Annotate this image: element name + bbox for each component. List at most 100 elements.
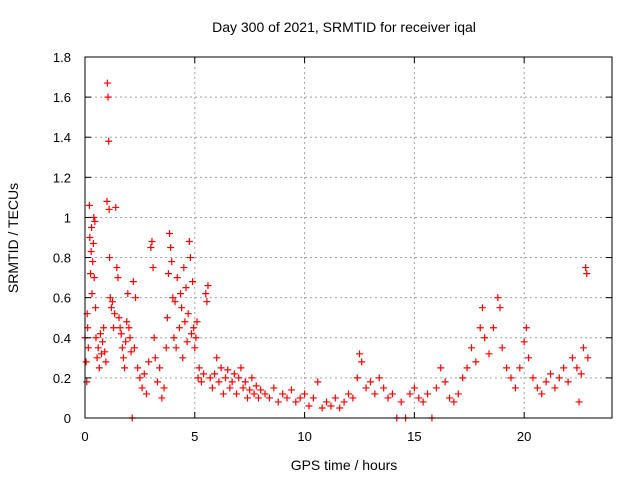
data-point [192,334,200,342]
data-point [106,254,114,262]
data-point [254,394,262,402]
y-tick-label: 1.2 [53,170,71,185]
data-point [166,229,174,237]
x-tick-label: 5 [191,429,198,444]
data-point [162,344,170,352]
data-point [150,334,158,342]
data-point [111,310,119,318]
data-point [102,358,110,366]
data-point [362,384,370,392]
data-point [233,390,241,398]
data-point [114,274,122,282]
data-point [172,344,180,352]
data-point [274,398,282,406]
data-point [87,248,95,256]
data-point [467,344,475,352]
data-point [96,330,104,338]
data-point [88,290,96,298]
data-point [178,304,186,312]
data-point [222,374,230,382]
y-tick-label: 0 [64,411,71,426]
data-point [171,298,179,306]
data-point [132,294,140,302]
data-point [119,354,127,362]
data-point [153,378,161,386]
data-point [520,338,528,346]
data-point [130,344,138,352]
data-point [160,384,168,392]
data-point [182,284,190,292]
data-point [213,354,221,362]
data-point [503,364,511,372]
data-point [516,364,524,372]
data-point [292,398,300,406]
data-point [127,348,135,356]
data-point [283,394,291,402]
axis-ticks: 0 0.2 0.4 0.6 0.8 1 1.2 1.4 1.6 1.8 0 5 10 15 20 [53,50,612,444]
data-point [206,374,214,382]
data-point [129,278,137,286]
data-point [211,370,219,378]
y-tick-label: 1.8 [53,50,71,65]
data-point [215,378,223,386]
data-point [568,354,576,362]
data-point [575,398,583,406]
data-point [583,270,591,278]
data-point [228,378,236,386]
data-point [195,364,203,372]
data-point [217,364,225,372]
data-point [415,394,423,402]
data-point [573,364,581,372]
data-point [151,354,159,362]
data-point [459,374,467,382]
data-point [94,344,102,352]
y-tick-label: 1.4 [53,130,71,145]
data-point [84,344,92,352]
x-tick-label: 0 [81,429,88,444]
data-point [186,254,194,262]
data-point [235,374,243,382]
data-point [432,384,440,392]
data-point [90,274,98,282]
data-point [95,364,103,372]
data-point [476,324,484,332]
data-point [564,378,572,386]
data-point [116,324,124,332]
chart-title: Day 300 of 2021, SRMTID for receiver iqa… [212,19,476,35]
data-point [252,382,260,390]
data-point [169,294,177,302]
data-point [287,386,295,394]
grid-lines [85,57,612,418]
data-point [163,314,171,322]
data-point [270,384,278,392]
data-point [485,350,493,358]
data-point [237,364,245,372]
data-point [108,298,116,306]
data-point [92,304,100,312]
data-point [185,238,193,246]
data-point [158,394,166,402]
data-point [103,197,111,205]
data-point [112,203,120,211]
data-point [301,390,309,398]
data-point [419,398,427,406]
data-point [91,217,99,225]
data-point [529,374,537,382]
data-point [191,344,199,352]
data-point [180,264,188,272]
data-point [481,334,489,342]
data-point [90,213,98,221]
data-point [100,324,108,332]
data-point [142,390,150,398]
data-point [179,354,187,362]
data-point [309,394,317,402]
data-point [366,378,374,386]
data-point [106,294,114,302]
data-point [208,384,216,392]
data-point [167,244,175,252]
data-point [230,370,238,378]
data-point [189,278,197,286]
data-point [86,270,94,278]
data-point [371,390,379,398]
